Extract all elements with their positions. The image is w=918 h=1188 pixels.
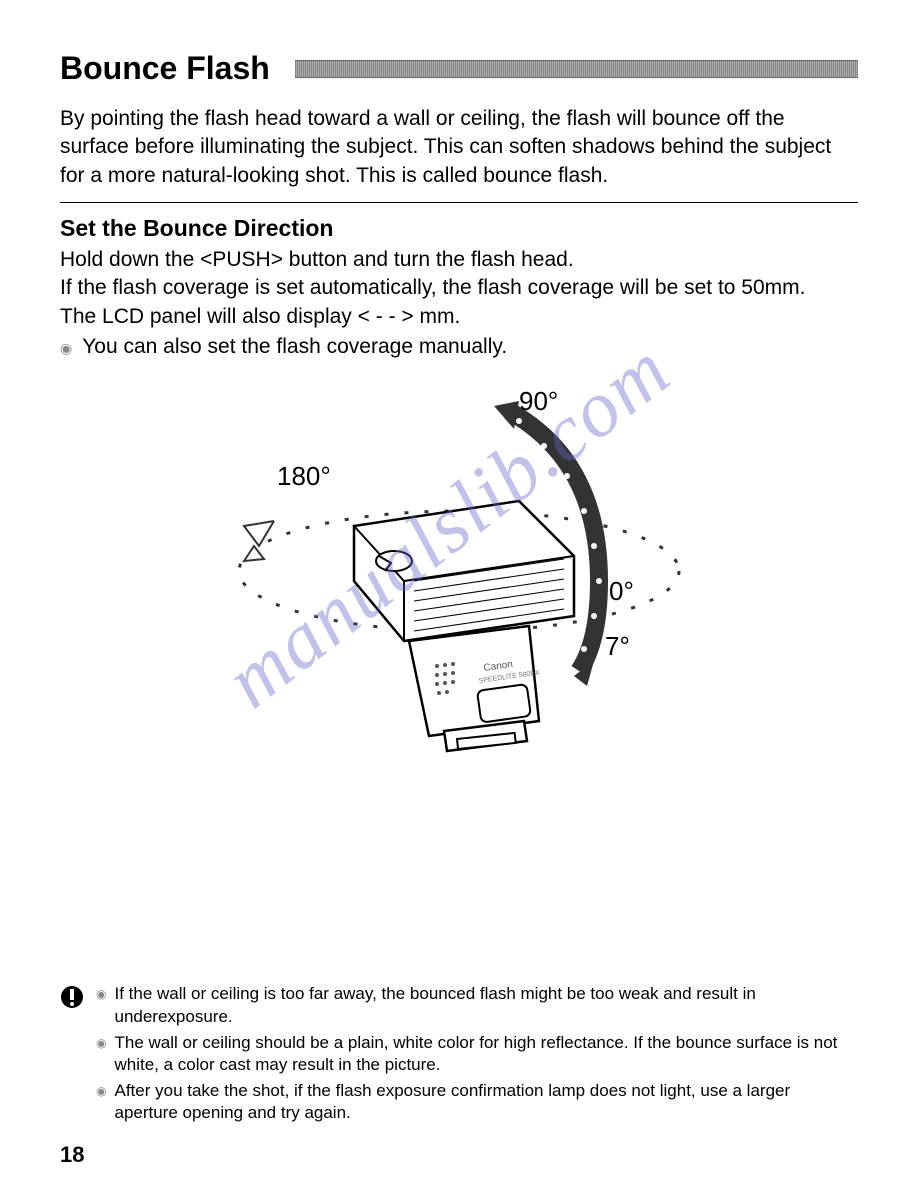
intro-paragraph: By pointing the flash head toward a wall… xyxy=(60,105,858,190)
section-heading: Set the Bounce Direction xyxy=(60,215,858,242)
note-text: After you take the shot, if the flash ex… xyxy=(114,1080,858,1124)
warning-icon xyxy=(60,985,84,1009)
body-line-2: If the flash coverage is set automatical… xyxy=(60,274,858,302)
title-row: Bounce Flash xyxy=(60,50,858,87)
title-decoration-bar xyxy=(295,60,858,78)
body-line-3: The LCD panel will also display < - - > … xyxy=(60,303,858,331)
bullet-icon: ◉ xyxy=(96,987,106,1003)
angle-90-label: 90° xyxy=(519,386,558,417)
page-title: Bounce Flash xyxy=(60,50,270,87)
angle-180-label: 180° xyxy=(277,461,331,492)
body-line-1: Hold down the <PUSH> button and turn the… xyxy=(60,246,858,274)
flash-diagram: Canon SPEEDLITE 580EX 90° 180° 0° 7° xyxy=(179,381,739,801)
flash-illustration: Canon SPEEDLITE 580EX xyxy=(179,381,739,801)
page-number: 18 xyxy=(60,1142,84,1168)
note-item: ◉ The wall or ceiling should be a plain,… xyxy=(96,1032,858,1076)
angle-7-label: 7° xyxy=(605,631,630,662)
bullet-icon: ◉ xyxy=(96,1036,106,1052)
note-item: ◉ If the wall or ceiling is too far away… xyxy=(96,983,858,1027)
bullet-item: ◉ You can also set the flash coverage ma… xyxy=(60,333,858,361)
bullet-icon: ◉ xyxy=(96,1084,106,1100)
note-text: The wall or ceiling should be a plain, w… xyxy=(114,1032,858,1076)
note-item: ◉ After you take the shot, if the flash … xyxy=(96,1080,858,1124)
note-text: If the wall or ceiling is too far away, … xyxy=(114,983,858,1027)
divider-line xyxy=(60,202,858,203)
notes-section: ◉ If the wall or ceiling is too far away… xyxy=(60,983,858,1128)
bullet-text: You can also set the flash coverage manu… xyxy=(82,333,507,361)
bullet-icon: ◉ xyxy=(60,340,72,357)
angle-0-label: 0° xyxy=(609,576,634,607)
notes-list: ◉ If the wall or ceiling is too far away… xyxy=(96,983,858,1128)
